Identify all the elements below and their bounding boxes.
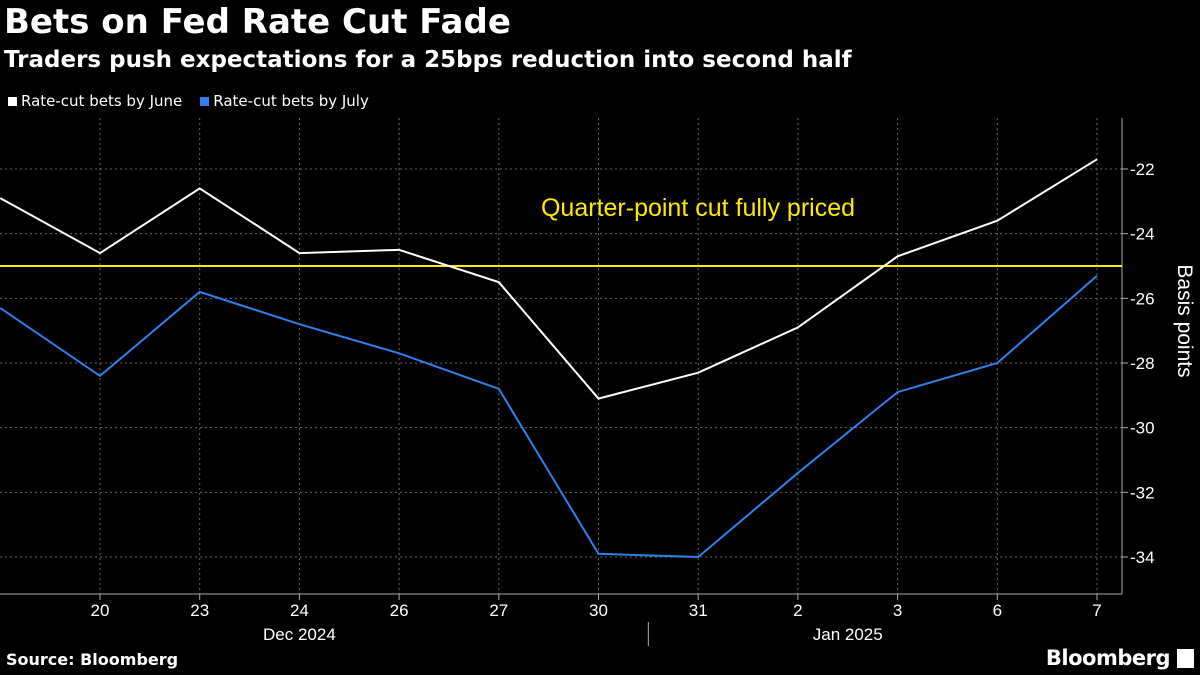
x-tick-label: 30 bbox=[589, 601, 608, 620]
source-note: Source: Bloomberg bbox=[6, 650, 179, 669]
y-tick-label: -32 bbox=[1130, 483, 1155, 502]
y-axis-title: Basis points bbox=[1173, 264, 1196, 377]
legend: Rate-cut bets by June Rate-cut bets by J… bbox=[8, 90, 387, 112]
legend-label-june: Rate-cut bets by June bbox=[21, 92, 183, 110]
x-tick-label: 24 bbox=[290, 601, 309, 620]
chart-title: Bets on Fed Rate Cut Fade bbox=[4, 2, 511, 42]
x-tick-label: 7 bbox=[1092, 601, 1101, 620]
legend-item-june: Rate-cut bets by June bbox=[8, 92, 182, 110]
x-tick-label: 2 bbox=[793, 601, 802, 620]
legend-label-july: Rate-cut bets by July bbox=[213, 92, 369, 110]
y-tick-label: -28 bbox=[1130, 354, 1155, 373]
month-label: Dec 2024 bbox=[263, 625, 336, 644]
legend-swatch-july bbox=[200, 96, 210, 106]
x-tick-label: 27 bbox=[489, 601, 508, 620]
chart-subtitle: Traders push expectations for a 25bps re… bbox=[4, 47, 852, 73]
y-tick-label: -30 bbox=[1130, 419, 1155, 438]
bloomberg-terminal-icon bbox=[1177, 649, 1194, 668]
x-tick-label: 3 bbox=[893, 601, 902, 620]
x-tick-label: 6 bbox=[993, 601, 1002, 620]
y-tick-label: -22 bbox=[1130, 160, 1155, 179]
x-tick-label: 23 bbox=[190, 601, 209, 620]
x-tick-label: 31 bbox=[689, 601, 708, 620]
y-tick-label: -24 bbox=[1130, 225, 1155, 244]
legend-swatch-june bbox=[8, 96, 17, 106]
reference-line-label: Quarter-point cut fully priced bbox=[541, 194, 855, 222]
x-tick-label: 20 bbox=[91, 601, 110, 620]
y-tick-label: -26 bbox=[1130, 289, 1155, 308]
y-tick-label: -34 bbox=[1130, 548, 1155, 567]
series-line-june bbox=[0, 158, 1098, 400]
x-tick-label: 26 bbox=[390, 601, 409, 620]
month-label: Jan 2025 bbox=[813, 625, 883, 644]
legend-item-july: Rate-cut bets by July bbox=[200, 92, 369, 110]
brand-logo: Bloomberg bbox=[1045, 646, 1171, 670]
series-line-july bbox=[0, 274, 1098, 559]
